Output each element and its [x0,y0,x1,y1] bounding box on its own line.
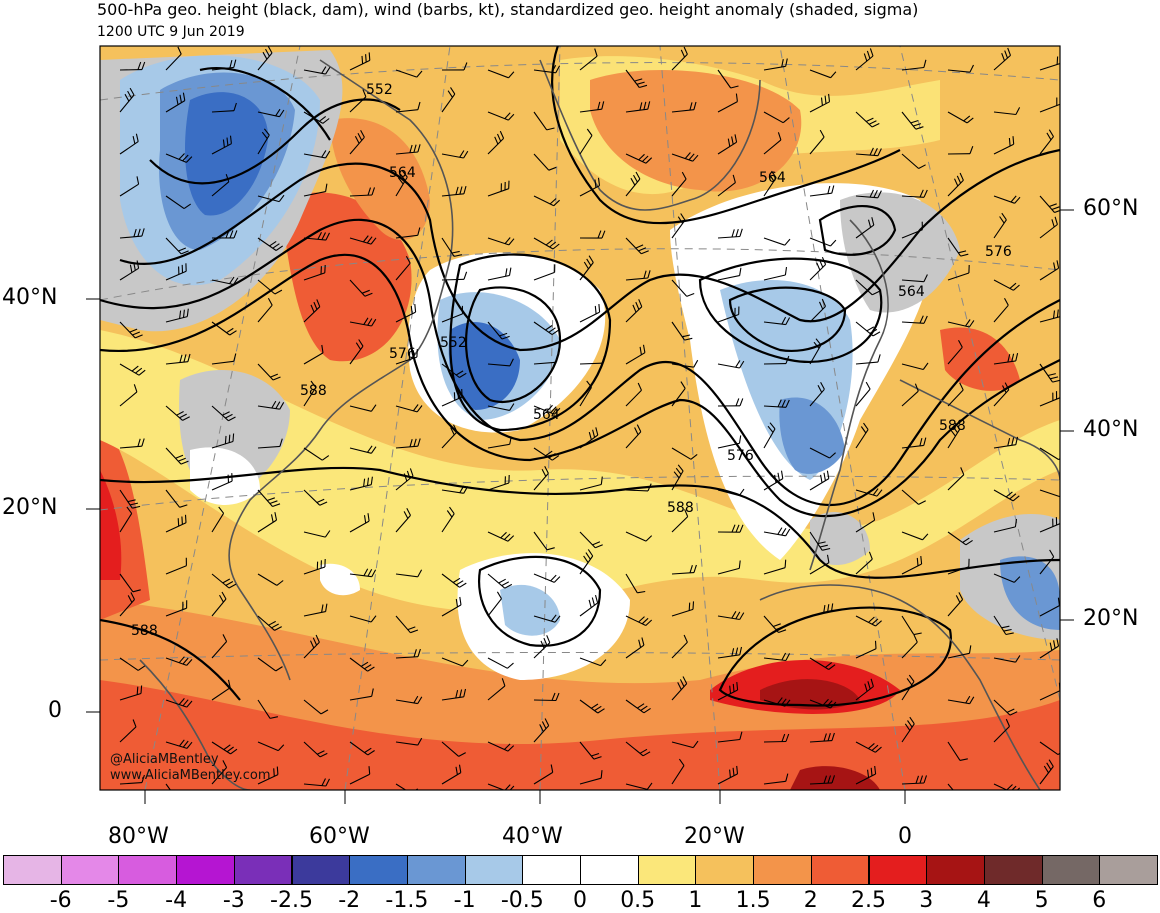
colorbar-label: -5 [107,888,129,913]
wind-barb-flag [599,304,600,312]
colorbar-swatch [118,855,177,885]
colorbar-swatch [753,855,812,885]
wind-barb-flag [1013,136,1014,144]
colorbar-label: 4 [977,888,991,913]
wind-barb-flag [785,560,786,568]
contour-label: 552 [440,335,467,351]
colorbar-swatch [695,855,754,885]
contour-label: 588 [300,383,327,399]
colorbar-swatch [869,855,928,885]
colorbar-label: -2.5 [270,888,313,913]
wind-barb-flag [369,766,370,774]
wind-barb-flag [1061,309,1062,317]
contour-label: 564 [389,165,416,181]
colorbar-label: 6 [1092,888,1106,913]
wind-barb-flag [415,791,421,796]
wind-barb [764,742,786,743]
wind-barb-flag [369,52,370,60]
colorbar-swatch [984,855,1043,885]
wind-barb-flag [182,517,183,525]
colorbar-swatch [234,855,293,885]
colorbar-label: -1.5 [385,888,428,913]
colorbar-swatch [638,855,697,885]
contour-label: 576 [985,244,1012,260]
contour-label: 588 [667,500,694,516]
colorbar-label: -4 [165,888,187,913]
wind-barb-flag [366,54,367,62]
wind-barb-flag [693,601,694,609]
lon-label: 80°W [108,824,169,849]
wind-barb-flag [1061,491,1066,497]
wind-barb-flag [1009,138,1010,146]
colorbar-label: -6 [50,888,72,913]
wind-barb-flag [186,515,187,523]
wind-barb-flag [277,767,278,775]
wind-barb-flag [225,436,226,444]
colorbar-label: 1 [688,888,702,913]
colorbar-label: 1.5 [736,888,771,913]
wind-barb-flag [362,56,363,64]
contour-label: 564 [533,407,560,423]
colorbar-swatch [926,855,985,885]
colorbar-swatch [349,855,408,885]
lon-label: 20°W [684,824,745,849]
colorbar-swatch [522,855,581,885]
colorbar-swatch [580,855,639,885]
wind-barb-flag [174,793,182,795]
wind-barb-flag [141,686,142,694]
colorbar-label: -3 [223,888,245,913]
colorbar-swatch [3,855,62,885]
wind-barb [442,279,464,280]
lat-label: 40°N [2,285,57,310]
wind-barb-flag [917,558,918,566]
contour-label: 564 [759,170,786,186]
lat-label: 60°N [1083,196,1138,221]
colorbar-swatch [292,855,351,885]
colorbar-swatch [811,855,870,885]
wind-barb-flag [876,641,877,649]
colorbar-swatch [176,855,235,885]
wind-barb-flag [962,798,970,801]
lat-label: 20°N [2,495,57,520]
colorbar-label: -2 [338,888,360,913]
lon-label: 40°W [502,824,563,849]
colorbar-label: 3 [919,888,933,913]
colorbar-swatch [407,855,466,885]
contour-label: 588 [131,623,158,639]
colorbar-label: 2.5 [851,888,886,913]
colorbar-swatch [1099,855,1158,885]
contour-label: 576 [727,448,754,464]
wind-barb-flag [1057,57,1058,65]
wind-barb-flag [137,687,138,695]
wind-barb-flag [177,797,185,799]
contour-label: 588 [939,418,966,434]
colorbar-label: 0 [573,888,587,913]
colorbar-swatch [1042,855,1101,885]
colorbar-label: 2 [804,888,818,913]
wind-barb-flag [178,518,179,526]
colorbar-label: 5 [1035,888,1049,913]
colorbar-label: 0.5 [620,888,655,913]
colorbar-swatch [61,855,120,885]
credit-handle: @AliciaMBentley [110,752,219,767]
colorbar-swatch [465,855,524,885]
colorbar-label: -1 [454,888,476,913]
wind-barb-flag [1061,55,1062,63]
wind-barb-flag [229,435,230,443]
lat-label: 0 [48,698,62,723]
lat-label: 20°N [1083,606,1138,631]
lat-label: 40°N [1083,417,1138,442]
contour-label: 576 [389,346,416,362]
lon-label: 0 [898,824,912,849]
wind-barb-flag [274,768,275,776]
wind-barb-flag [689,603,690,611]
wind-barb-flag [233,434,234,442]
lon-label: 60°W [309,824,370,849]
contour-label: 552 [366,82,393,98]
credit-url: www.AliciaMBentley.com [110,768,271,783]
colorbar-label: -0.5 [501,888,544,913]
wind-barb-flag [733,684,734,692]
contour-label: 564 [898,284,925,300]
wind-barb-flag [179,800,187,802]
